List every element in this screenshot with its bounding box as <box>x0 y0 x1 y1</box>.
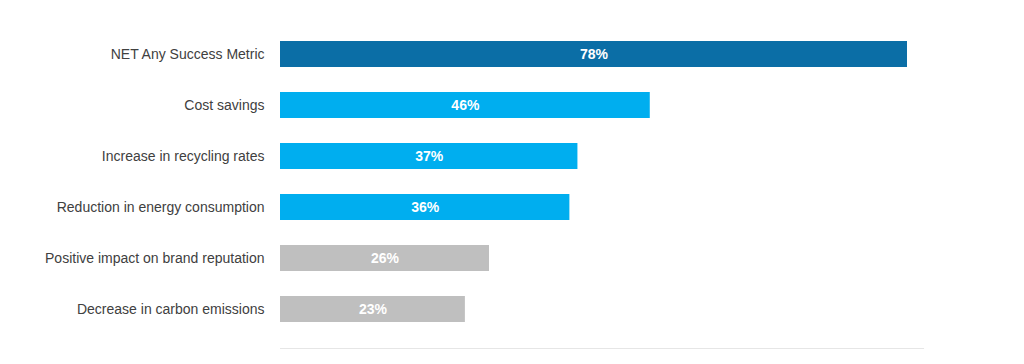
svg-text:23%: 23% <box>359 301 388 317</box>
svg-text:46%: 46% <box>451 97 480 113</box>
svg-text:37%: 37% <box>415 148 444 164</box>
svg-text:Positive impact on brand reput: Positive impact on brand reputation <box>45 250 264 266</box>
svg-text:Increase in recycling rates: Increase in recycling rates <box>102 148 265 164</box>
svg-text:Cost savings: Cost savings <box>184 97 264 113</box>
svg-text:36%: 36% <box>411 199 440 215</box>
svg-text:78%: 78% <box>580 46 609 62</box>
svg-text:NET Any Success Metric: NET Any Success Metric <box>111 46 265 62</box>
svg-text:Decrease in carbon emissions: Decrease in carbon emissions <box>77 301 265 317</box>
svg-text:Reduction in energy consumptio: Reduction in energy consumption <box>57 199 265 215</box>
svg-text:26%: 26% <box>371 250 400 266</box>
